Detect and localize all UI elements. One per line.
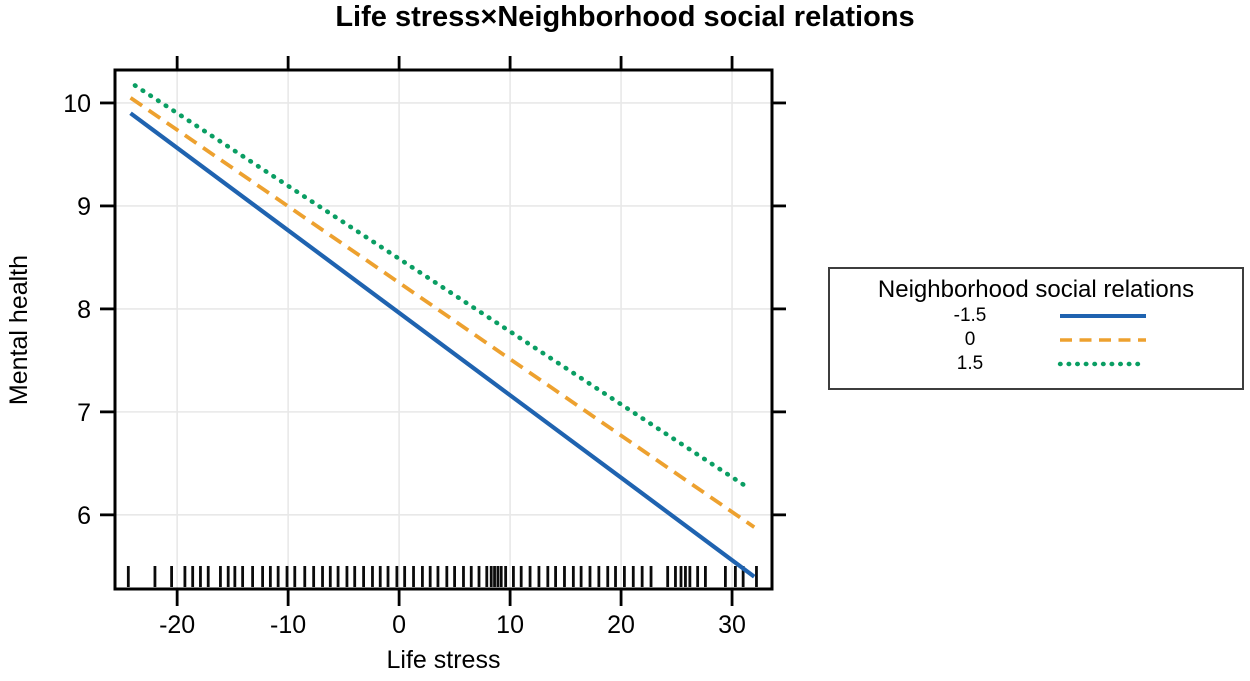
legend-line-dotted-icon: [1057, 361, 1149, 367]
legend-item-label: 0: [964, 329, 976, 350]
svg-text:-10: -10: [270, 611, 306, 639]
svg-text:30: 30: [718, 611, 746, 639]
svg-text:8: 8: [77, 296, 91, 324]
legend-line-dashed-icon: [1060, 338, 1146, 342]
svg-text:20: 20: [607, 611, 635, 639]
x-axis-title: Life stress: [386, 646, 501, 674]
svg-text:10: 10: [496, 611, 524, 639]
svg-text:-20: -20: [159, 611, 195, 639]
legend-item: -1.5: [830, 304, 1242, 328]
chart-title: Life stress×Neighborhood social relation…: [335, 1, 915, 33]
legend-item: 0: [830, 328, 1242, 352]
svg-text:7: 7: [77, 399, 91, 427]
y-axis-title: Mental health: [5, 254, 33, 406]
svg-text:9: 9: [77, 193, 91, 221]
legend: Neighborhood social relations -1.5 0 1.5: [828, 267, 1244, 390]
svg-text:0: 0: [392, 611, 406, 639]
svg-text:10: 10: [63, 90, 91, 118]
legend-item: 1.5: [830, 352, 1242, 376]
svg-text:6: 6: [77, 502, 91, 530]
legend-title: Neighborhood social relations: [877, 276, 1195, 303]
legend-item-label: -1.5: [953, 305, 987, 326]
legend-line-solid-icon: [1060, 314, 1146, 318]
legend-item-label: 1.5: [956, 353, 984, 374]
